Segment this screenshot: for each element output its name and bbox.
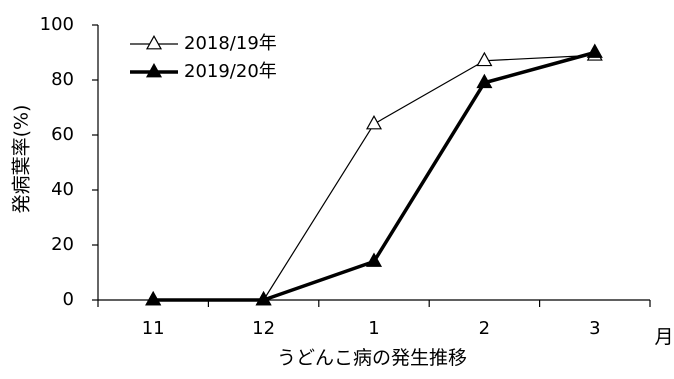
y-tick-label: 100 [40, 14, 74, 35]
x-tick-label: 1 [368, 318, 379, 339]
series-2-point [586, 43, 603, 58]
x-axis-label: うどんこ病の発生推移 [277, 347, 467, 369]
x-tick-label: 12 [252, 318, 275, 339]
legend-label-2: 2019/20年 [184, 61, 277, 82]
x-axis-unit: 月 [654, 326, 673, 348]
x-tick-label: 3 [589, 318, 600, 339]
legend: 2018/19年 2019/20年 [130, 33, 277, 82]
y-tick-label: 0 [63, 289, 74, 310]
series-2-point [145, 290, 162, 306]
x-tick-label: 11 [142, 318, 165, 339]
y-axis-label: 発病葉率(%) [11, 105, 33, 214]
series-1-point [365, 114, 383, 130]
y-tick-label: 40 [51, 179, 74, 200]
series-1-point [476, 51, 493, 67]
series-2-point [476, 73, 493, 89]
legend-marker-2 [145, 62, 163, 78]
y-tick-label: 60 [51, 124, 74, 145]
y-tick-label: 20 [51, 234, 74, 255]
y-tick-label: 80 [51, 69, 74, 90]
series-2-point [255, 290, 272, 306]
series-layer [145, 43, 603, 306]
legend-label-1: 2018/19年 [184, 33, 277, 54]
legend-marker-1 [145, 34, 163, 50]
series-2-point [365, 252, 383, 267]
x-tick-label: 2 [479, 318, 490, 339]
